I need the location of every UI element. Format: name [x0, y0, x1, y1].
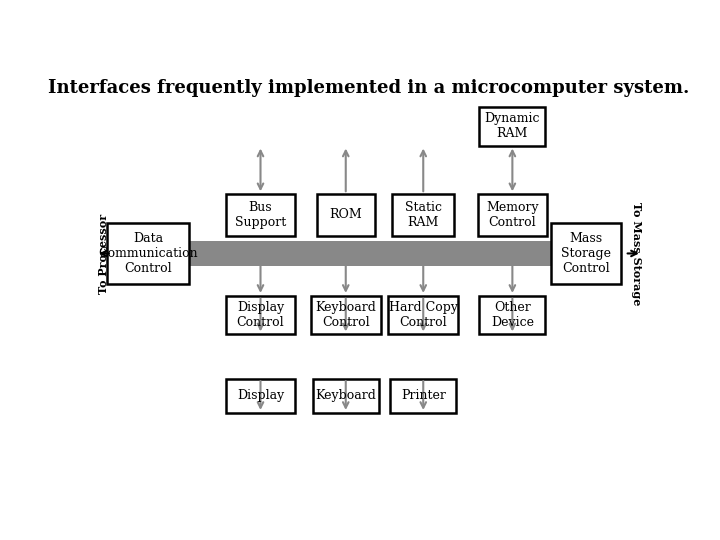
FancyBboxPatch shape — [480, 296, 545, 334]
Text: Mass
Storage
Control: Mass Storage Control — [561, 232, 611, 275]
FancyBboxPatch shape — [312, 379, 379, 413]
FancyBboxPatch shape — [225, 296, 295, 334]
Text: To Processor: To Processor — [99, 213, 109, 294]
FancyBboxPatch shape — [480, 107, 545, 146]
Text: Static
RAM: Static RAM — [405, 201, 442, 229]
Text: Display: Display — [237, 389, 284, 402]
Text: Keyboard
Control: Keyboard Control — [315, 301, 376, 329]
FancyBboxPatch shape — [225, 194, 295, 236]
FancyBboxPatch shape — [317, 194, 375, 236]
Polygon shape — [174, 241, 189, 266]
FancyBboxPatch shape — [225, 379, 295, 413]
Text: Keyboard: Keyboard — [315, 389, 376, 402]
Text: Data
Communication
Control: Data Communication Control — [99, 232, 198, 275]
Text: Interfaces frequently implemented in a microcomputer system.: Interfaces frequently implemented in a m… — [48, 79, 690, 97]
Text: ROM: ROM — [329, 208, 362, 221]
FancyBboxPatch shape — [107, 222, 189, 284]
Text: Memory
Control: Memory Control — [486, 201, 539, 229]
Text: Dynamic
RAM: Dynamic RAM — [485, 112, 540, 140]
FancyBboxPatch shape — [390, 379, 456, 413]
FancyBboxPatch shape — [388, 296, 458, 334]
Polygon shape — [551, 241, 567, 266]
Text: Printer: Printer — [401, 389, 446, 402]
FancyBboxPatch shape — [551, 222, 621, 284]
Text: To Mass Storage: To Mass Storage — [631, 202, 642, 305]
Text: Hard Copy
Control: Hard Copy Control — [389, 301, 458, 329]
Text: Other
Device: Other Device — [491, 301, 534, 329]
FancyBboxPatch shape — [189, 241, 551, 266]
Text: Bus
Support: Bus Support — [235, 201, 286, 229]
Text: Display
Control: Display Control — [237, 301, 284, 329]
FancyBboxPatch shape — [477, 194, 547, 236]
FancyBboxPatch shape — [311, 296, 381, 334]
FancyBboxPatch shape — [392, 194, 454, 236]
